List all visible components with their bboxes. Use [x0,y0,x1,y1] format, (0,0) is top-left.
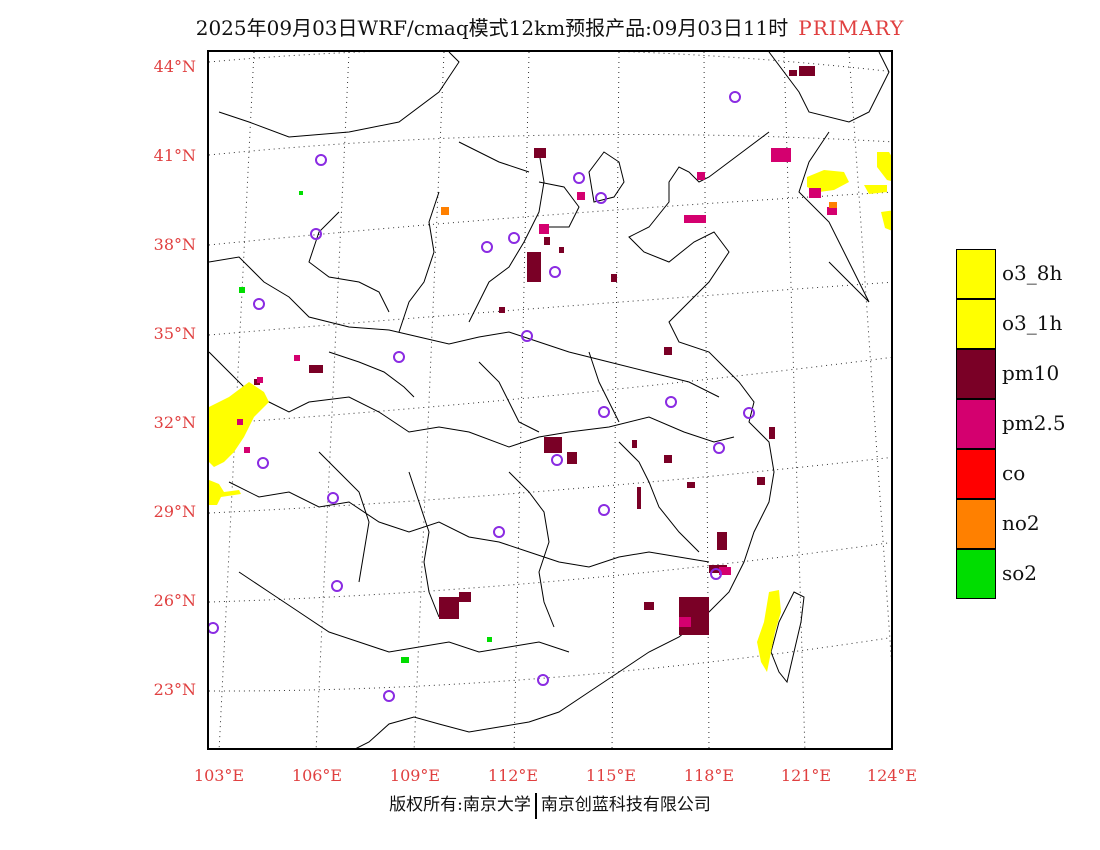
lon-label-118: 118°E [683,766,735,785]
footer-left: 版权所有:南京大学 [389,795,531,815]
legend-label: no2 [1002,511,1040,535]
lon-label-124: 124°E [866,766,918,785]
lat-label-38: 38°N [153,235,196,254]
map-frame[interactable] [207,50,893,750]
legend-label: pm10 [1002,361,1060,385]
lat-label-29: 29°N [153,502,196,521]
lat-label-35: 35°N [153,324,196,343]
legend-label: o3_1h [1002,311,1063,335]
lat-label-26: 26°N [153,591,196,610]
footer-separator [534,792,537,819]
lat-label-44: 44°N [153,57,196,76]
station-markers [209,91,755,702]
legend-swatch [956,549,996,599]
no2-areas [441,202,837,215]
map-canvas [209,52,891,748]
lon-label-121: 121°E [780,766,832,785]
legend-label: o3_8h [1002,261,1063,285]
legend-label: co [1002,461,1026,485]
legend-swatch [956,299,996,349]
so2-areas [239,191,492,663]
legend-swatch [956,449,996,499]
lon-label-112: 112°E [487,766,539,785]
lon-label-115: 115°E [585,766,637,785]
lon-label-103: 103°E [193,766,245,785]
footer-right: 南京创蓝科技有限公司 [540,795,711,815]
legend-swatch [956,499,996,549]
legend-swatch [956,349,996,399]
latitude-gridlines [209,52,891,692]
taiwan-outline [770,591,805,684]
copyright-footer: 版权所有:南京大学 南京创蓝科技有限公司 [0,790,1100,819]
lat-label-41: 41°N [153,146,196,165]
legend-swatch [956,399,996,449]
lat-label-32: 32°N [153,413,196,432]
legend-label: pm2.5 [1002,411,1066,435]
lon-label-106: 106°E [291,766,343,785]
lon-label-109: 109°E [389,766,441,785]
primary-tag: PRIMARY [798,16,905,40]
pm25-areas [237,148,837,627]
title-text: 2025年09月03日WRF/cmaq模式12km预报产品:09月03日11时 [195,16,789,40]
boundary-lines [209,52,890,748]
pm10-areas [254,66,815,635]
legend-swatch [956,249,996,299]
legend-label: so2 [1002,561,1038,585]
map-title: 2025年09月03日WRF/cmaq模式12km预报产品:09月03日11时 P… [0,12,1100,41]
lat-label-23: 23°N [153,680,196,699]
